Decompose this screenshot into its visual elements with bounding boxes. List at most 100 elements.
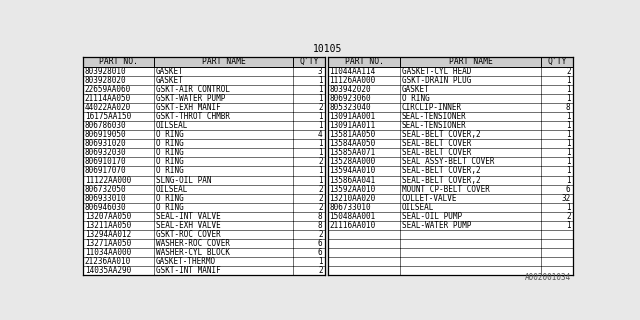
- Text: 1: 1: [318, 166, 323, 175]
- Text: 11044AA114: 11044AA114: [330, 67, 376, 76]
- Text: 2: 2: [318, 230, 323, 239]
- Text: 1: 1: [566, 130, 571, 139]
- Text: 8: 8: [566, 103, 571, 112]
- Text: SEAL-BELT COVER,2: SEAL-BELT COVER,2: [402, 166, 481, 175]
- Text: 806931020: 806931020: [84, 139, 126, 148]
- Text: 8: 8: [318, 221, 323, 230]
- Text: SEAL-BELT COVER,2: SEAL-BELT COVER,2: [402, 176, 481, 185]
- Text: 21236AA010: 21236AA010: [84, 257, 131, 266]
- Text: SEAL-EXH VALVE: SEAL-EXH VALVE: [156, 221, 221, 230]
- Text: O RING: O RING: [156, 130, 184, 139]
- Text: PART NAME: PART NAME: [449, 57, 493, 66]
- Text: A002001034: A002001034: [525, 274, 572, 283]
- Text: SEAL-INT VALVE: SEAL-INT VALVE: [156, 212, 221, 221]
- Text: GASKET-THERMO: GASKET-THERMO: [156, 257, 216, 266]
- Text: 1: 1: [318, 176, 323, 185]
- Text: GSKT-DRAIN PLUG: GSKT-DRAIN PLUG: [402, 76, 471, 84]
- Text: 8: 8: [318, 212, 323, 221]
- Text: 13586AA041: 13586AA041: [330, 176, 376, 185]
- Text: 1: 1: [318, 94, 323, 103]
- Bar: [328, 57, 573, 67]
- Text: 13581AA050: 13581AA050: [330, 130, 376, 139]
- Text: 2: 2: [318, 267, 323, 276]
- Text: 13091AA001: 13091AA001: [330, 112, 376, 121]
- Text: GSKT-INT MANIF: GSKT-INT MANIF: [156, 267, 221, 276]
- Text: 803928020: 803928020: [84, 76, 126, 84]
- Text: 16175AA150: 16175AA150: [84, 112, 131, 121]
- Text: 15048AA001: 15048AA001: [330, 212, 376, 221]
- Text: GASKET: GASKET: [156, 76, 184, 84]
- Text: 11126AA000: 11126AA000: [330, 76, 376, 84]
- Text: O RING: O RING: [156, 194, 184, 203]
- Text: OILSEAL: OILSEAL: [402, 203, 434, 212]
- Text: SEAL-BELT COVER: SEAL-BELT COVER: [402, 139, 471, 148]
- Text: GSKT-AIR CONTROL: GSKT-AIR CONTROL: [156, 85, 230, 94]
- Text: SEAL-BELT COVER,2: SEAL-BELT COVER,2: [402, 130, 481, 139]
- Text: GSKT-WATER PUMP: GSKT-WATER PUMP: [156, 94, 225, 103]
- Text: 806733010: 806733010: [330, 203, 371, 212]
- Text: 13592AA010: 13592AA010: [330, 185, 376, 194]
- Text: O RING: O RING: [402, 94, 429, 103]
- Text: 806946030: 806946030: [84, 203, 126, 212]
- Text: O RING: O RING: [156, 148, 184, 157]
- Bar: [83, 57, 325, 276]
- Text: 2: 2: [318, 103, 323, 112]
- Text: 2: 2: [318, 194, 323, 203]
- Text: 2: 2: [566, 212, 571, 221]
- Bar: [83, 57, 325, 67]
- Text: 1: 1: [318, 257, 323, 266]
- Text: 10105: 10105: [314, 44, 342, 54]
- Text: 2: 2: [318, 203, 323, 212]
- Text: OILSEAL: OILSEAL: [156, 185, 188, 194]
- Text: 806933010: 806933010: [84, 194, 126, 203]
- Text: 13091AA011: 13091AA011: [330, 121, 376, 130]
- Text: 21116AA010: 21116AA010: [330, 221, 376, 230]
- Text: GSKT-EXH MANIF: GSKT-EXH MANIF: [156, 103, 221, 112]
- Text: WASHER-CYL BLOCK: WASHER-CYL BLOCK: [156, 248, 230, 257]
- Text: Q'TY: Q'TY: [300, 57, 319, 66]
- Text: 2: 2: [318, 185, 323, 194]
- Text: 806932030: 806932030: [84, 148, 126, 157]
- Text: 3: 3: [318, 67, 323, 76]
- Text: 13211AA050: 13211AA050: [84, 221, 131, 230]
- Text: 14035AA290: 14035AA290: [84, 267, 131, 276]
- Text: 1: 1: [318, 85, 323, 94]
- Text: COLLET-VALVE: COLLET-VALVE: [402, 194, 458, 203]
- Text: 13585AA071: 13585AA071: [330, 148, 376, 157]
- Text: GSKT-THROT CHMBR: GSKT-THROT CHMBR: [156, 112, 230, 121]
- Text: 803942020: 803942020: [330, 85, 371, 94]
- Text: OILSEAL: OILSEAL: [156, 121, 188, 130]
- Text: 806917070: 806917070: [84, 166, 126, 175]
- Text: 44022AA020: 44022AA020: [84, 103, 131, 112]
- Text: 1: 1: [566, 139, 571, 148]
- Text: PART NO.: PART NO.: [99, 57, 138, 66]
- Text: 6: 6: [318, 239, 323, 248]
- Text: 806923060: 806923060: [330, 94, 371, 103]
- Text: SEAL ASSY-BELT COVER: SEAL ASSY-BELT COVER: [402, 157, 494, 166]
- Text: 803928010: 803928010: [84, 67, 126, 76]
- Text: 6: 6: [566, 185, 571, 194]
- Text: WASHER-ROC COVER: WASHER-ROC COVER: [156, 239, 230, 248]
- Text: 1: 1: [318, 148, 323, 157]
- Text: SEAL-TENSIONER: SEAL-TENSIONER: [402, 112, 467, 121]
- Text: 13528AA000: 13528AA000: [330, 157, 376, 166]
- Text: 805323040: 805323040: [330, 103, 371, 112]
- Text: Q'TY: Q'TY: [547, 57, 567, 66]
- Text: 13207AA050: 13207AA050: [84, 212, 131, 221]
- Text: 32: 32: [561, 194, 571, 203]
- Text: 806910170: 806910170: [84, 157, 126, 166]
- Text: 2: 2: [318, 157, 323, 166]
- Text: 11034AA000: 11034AA000: [84, 248, 131, 257]
- Text: 13294AA012: 13294AA012: [84, 230, 131, 239]
- Text: CIRCLIP-INNER: CIRCLIP-INNER: [402, 103, 462, 112]
- Text: 4: 4: [318, 130, 323, 139]
- Text: PART NAME: PART NAME: [202, 57, 246, 66]
- Text: PART NO.: PART NO.: [344, 57, 383, 66]
- Text: 1: 1: [566, 203, 571, 212]
- Text: 806786030: 806786030: [84, 121, 126, 130]
- Text: 1: 1: [566, 166, 571, 175]
- Bar: [328, 57, 573, 276]
- Text: 1: 1: [318, 112, 323, 121]
- Text: GASKET: GASKET: [402, 85, 429, 94]
- Text: 21114AA050: 21114AA050: [84, 94, 131, 103]
